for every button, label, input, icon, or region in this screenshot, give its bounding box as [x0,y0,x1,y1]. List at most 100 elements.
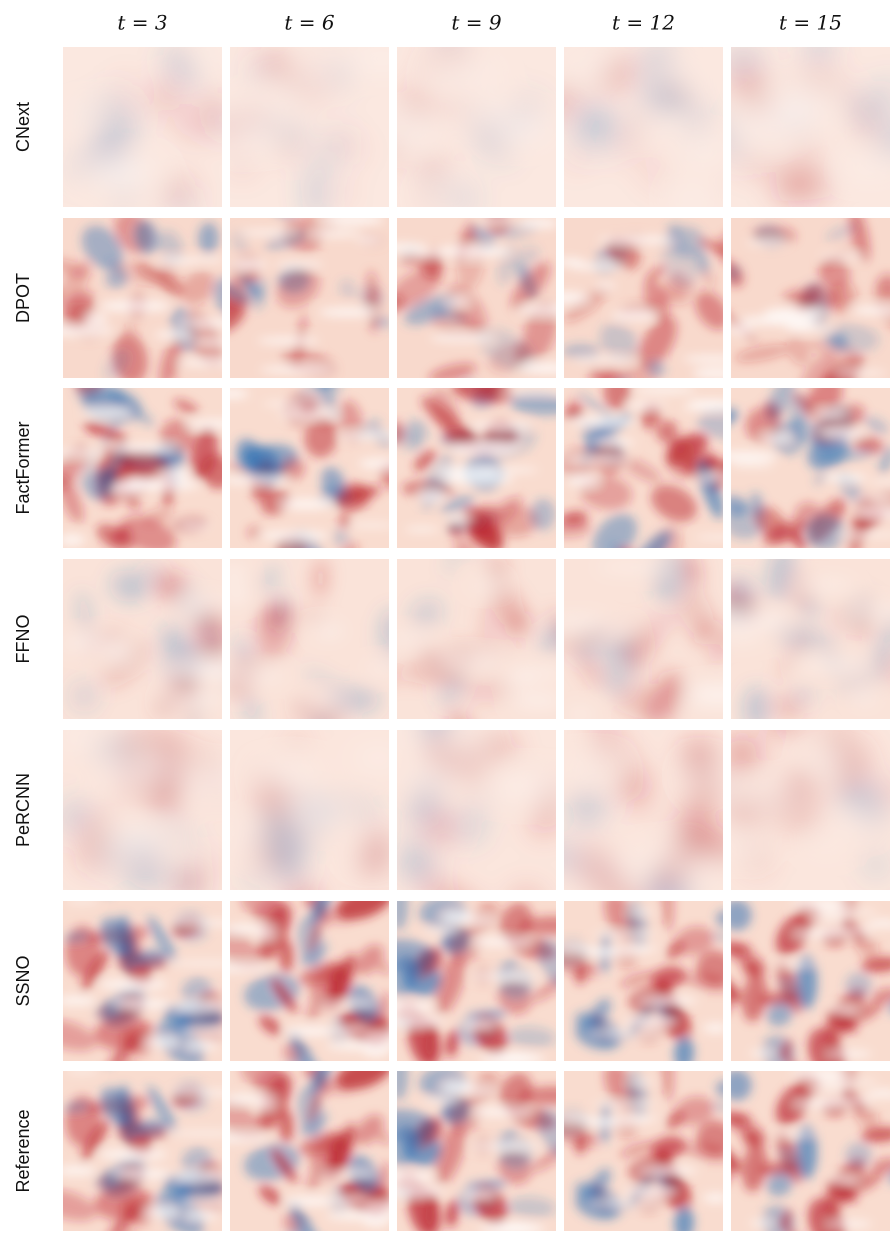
vortex [564,510,588,526]
field-blobs [63,1071,222,1231]
field-panel [564,901,723,1061]
filament [397,1185,444,1197]
vortex [378,962,389,975]
vortex [116,1113,144,1137]
vortex [773,622,835,654]
vortex [327,686,381,714]
field-panel [230,388,389,548]
vortex [786,335,811,366]
vortex [252,654,271,669]
filament [819,428,865,439]
filament [627,909,655,915]
filament [397,736,432,741]
vortex [200,91,222,122]
vortex [734,344,790,363]
vortex [650,1136,687,1159]
filament [177,522,211,529]
filament [478,1053,546,1061]
vortex [490,584,525,630]
filament [259,530,330,541]
vortex [795,1125,818,1180]
filament [692,367,723,378]
filament [142,1036,180,1048]
vortex [696,1120,723,1157]
filament [397,1170,436,1183]
filament [731,450,779,462]
field-blobs [397,1071,556,1231]
vortex [564,944,599,978]
vortex [463,507,503,548]
filament [344,53,389,64]
filament [63,995,97,1006]
vortex [431,312,481,339]
vortex [795,142,820,166]
filament [740,131,791,136]
vortex [499,902,532,942]
filament [156,257,197,265]
filament [763,307,821,320]
filament [598,235,675,245]
filament [397,636,432,642]
vortex [403,85,418,101]
vortex [731,1111,752,1126]
filament [469,937,534,947]
filament [284,1196,336,1207]
filament [397,125,437,135]
vortex [397,293,405,314]
field-panel [397,47,556,207]
filament [807,759,858,770]
filament [422,194,461,199]
filament [431,69,500,78]
vortex [731,112,741,159]
vortex [105,1205,143,1231]
vortex [619,971,654,987]
vortex [397,1109,436,1142]
filament [230,963,269,972]
vortex [499,1072,532,1112]
vortex [105,1035,143,1061]
vortex [796,283,822,313]
vortex [230,1100,262,1141]
vortex [715,910,723,927]
vortex [619,1142,654,1157]
filament [590,1200,661,1205]
vortex [535,793,556,836]
filament [814,909,879,914]
vortex [531,1141,556,1172]
vortex [331,528,350,547]
filament [184,1210,219,1220]
filament [274,90,302,97]
filament [632,388,696,394]
vortex [244,444,282,486]
vortex [290,1032,322,1061]
filament [468,107,506,115]
vortex [674,1036,694,1061]
vortex [881,782,890,801]
vortex [365,269,380,334]
filament [275,261,324,269]
vortex [641,152,667,190]
filament [102,761,173,768]
vortex [190,427,218,479]
vortex [304,418,338,458]
vortex [845,972,872,998]
vortex [829,333,849,349]
vortex [336,1071,389,1090]
vortex [448,1094,481,1134]
vortex [509,392,556,416]
field-blobs [230,559,389,719]
field-panel [564,559,723,719]
vortex [334,952,355,1008]
field-blobs [731,1071,890,1231]
vortex [616,682,671,719]
vortex [94,1186,155,1221]
filament [836,816,878,823]
filament [791,930,843,938]
field-panel [564,730,723,890]
filament [823,473,867,483]
filament [791,901,849,910]
filament [238,229,298,236]
vortex [266,816,298,869]
filament [865,1089,890,1098]
